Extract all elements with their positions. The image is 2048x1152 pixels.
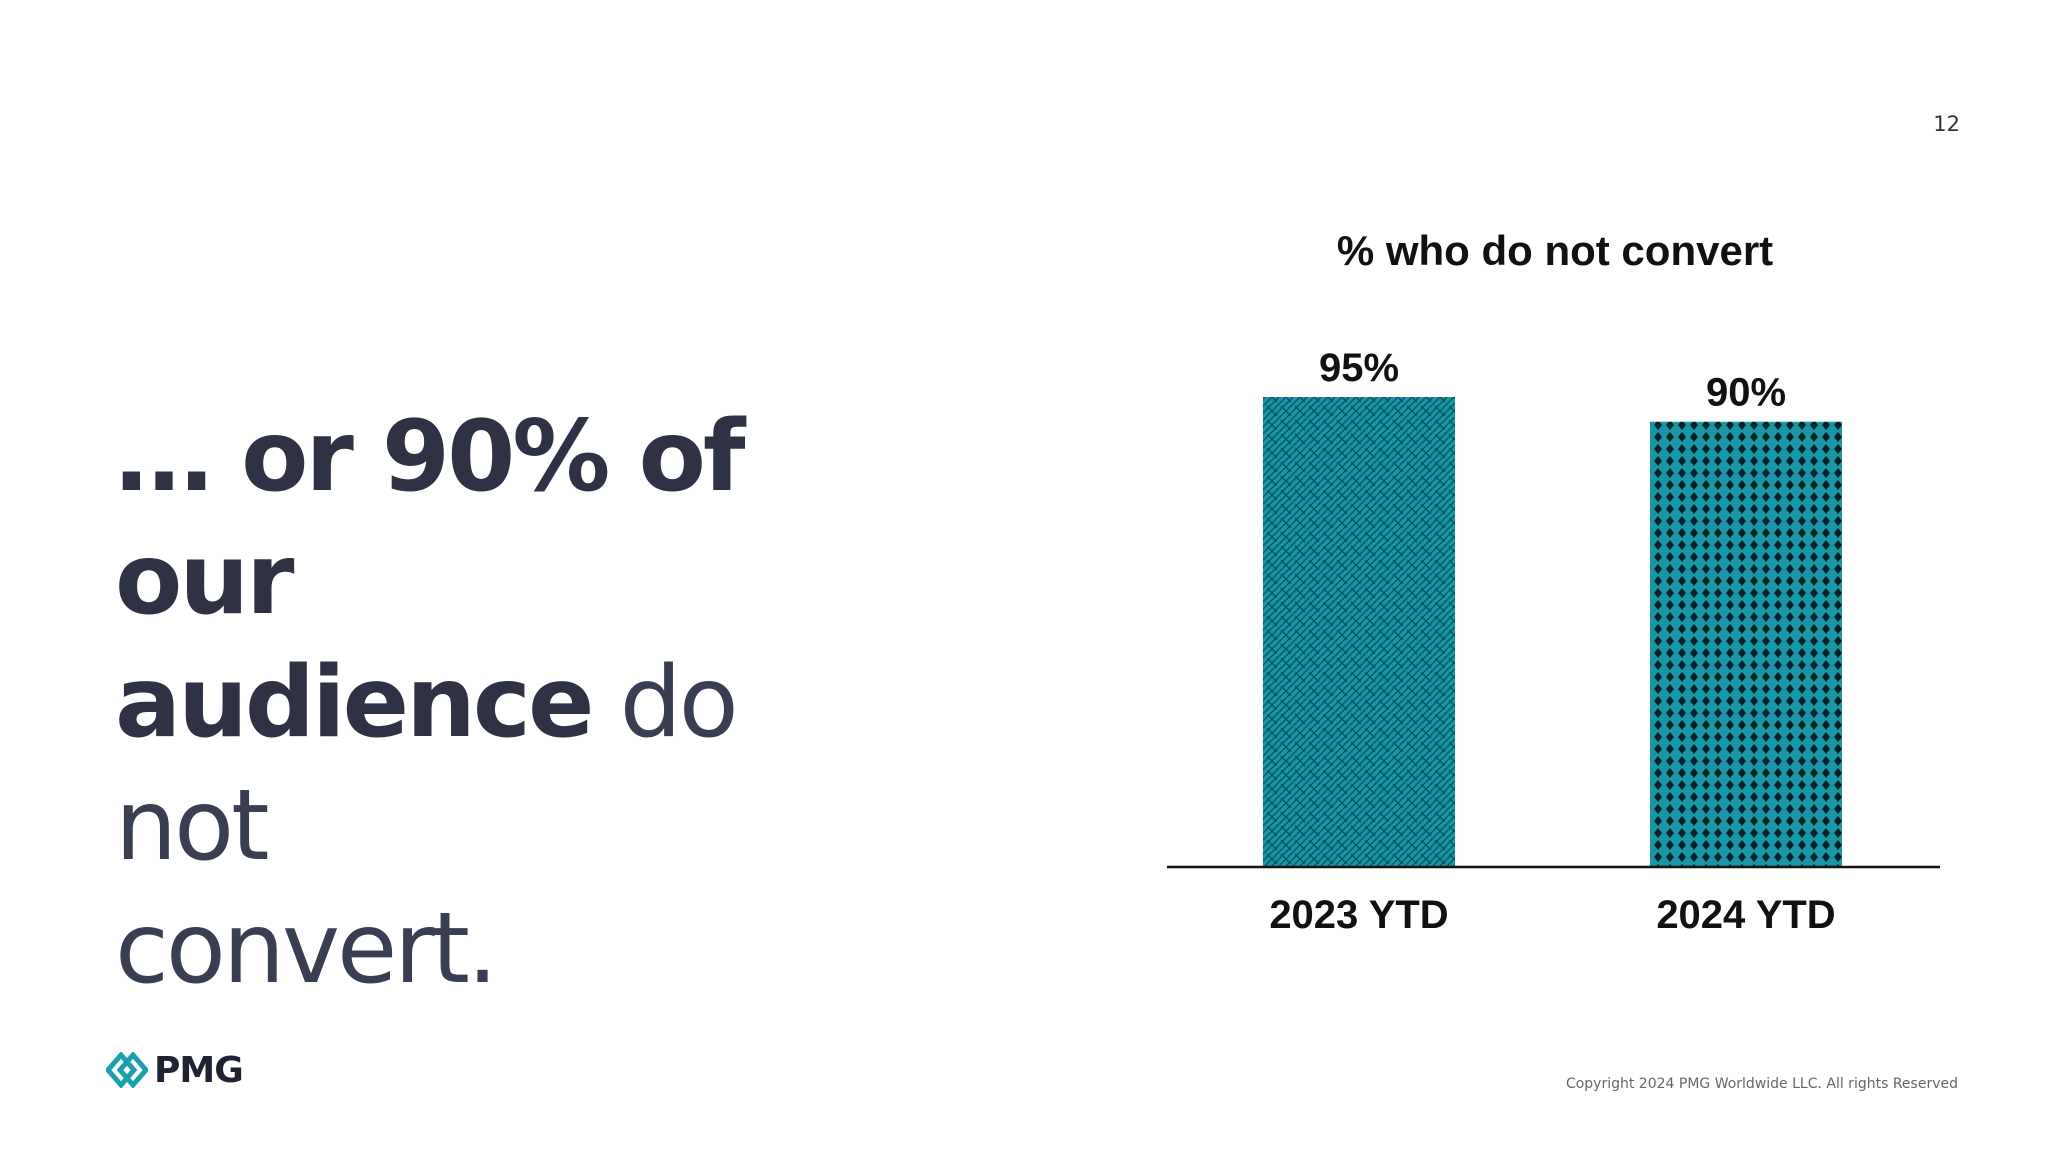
bar-chart: % who do not convert 95% 2023 YTD 90% 2024 … — [1160, 215, 1960, 955]
chart-title: % who do not convert — [1337, 227, 1773, 274]
x-tick-label-2: 2024 YTD — [1656, 893, 1835, 937]
data-label-2: 90% — [1706, 371, 1786, 415]
page-number: 12 — [1933, 112, 1960, 136]
x-tick-label-1: 2023 YTD — [1269, 893, 1448, 937]
headline-bold-2: audience — [115, 646, 594, 760]
bar-2 — [1650, 421, 1842, 867]
headline-line-2: audience do not — [115, 642, 875, 888]
data-label-1: 95% — [1319, 346, 1399, 390]
headline-light-3: convert. — [115, 892, 498, 1006]
headline-bold-1: … or 90% of our — [115, 400, 746, 637]
headline: … or 90% of our audience do not convert. — [115, 396, 875, 1011]
chart-svg: % who do not convert 95% 2023 YTD 90% 2024 … — [1167, 227, 1940, 937]
headline-light-2: do not — [115, 646, 739, 883]
bar-1 — [1263, 397, 1455, 867]
brand-name: PMG — [154, 1049, 244, 1091]
headline-line-3: convert. — [115, 888, 875, 1011]
copyright: Copyright 2024 PMG Worldwide LLC. All ri… — [1565, 1076, 1958, 1092]
brand: PMG — [106, 1048, 244, 1092]
pmg-logo-icon — [106, 1052, 148, 1088]
headline-line-1: … or 90% of our — [115, 396, 875, 642]
